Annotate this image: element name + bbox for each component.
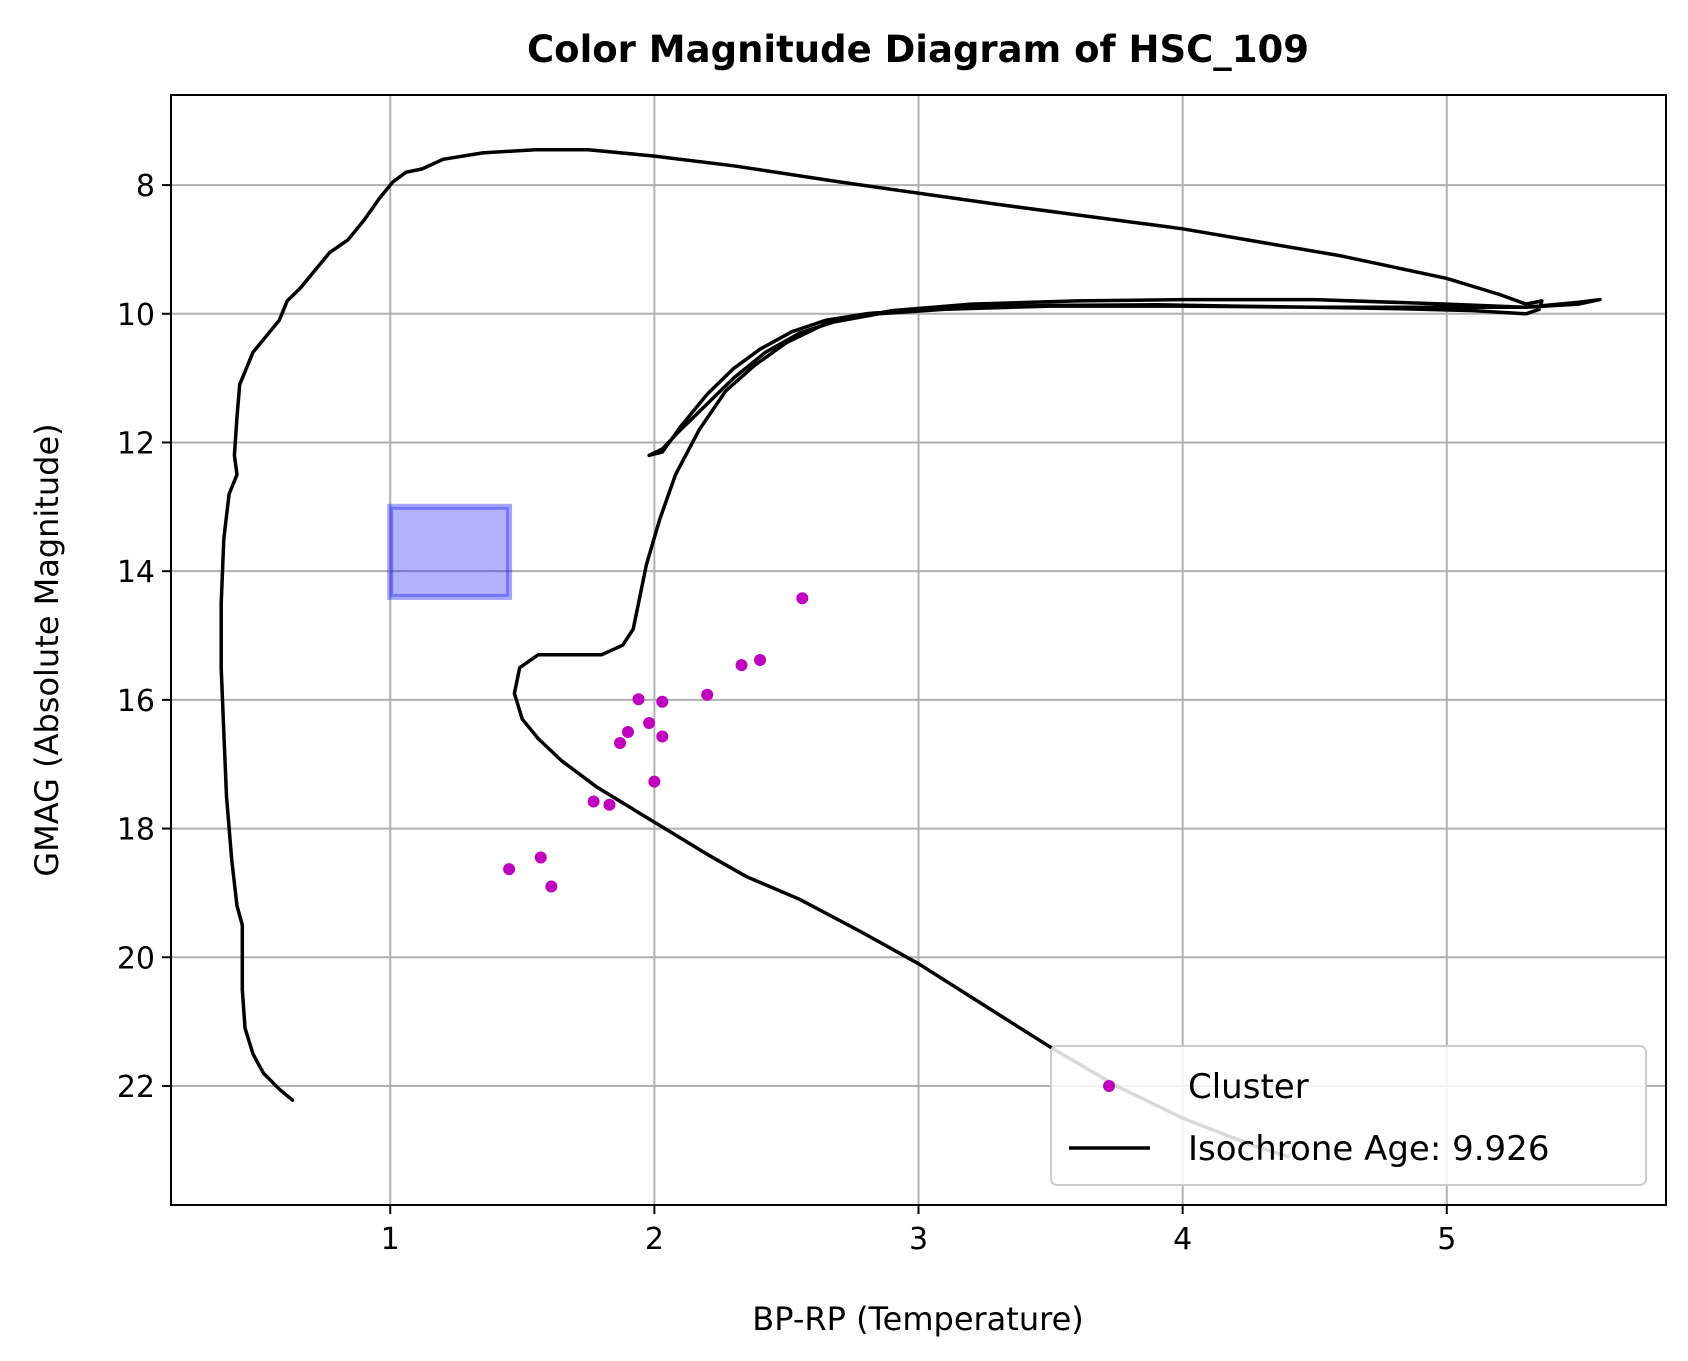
x-tick-label: 1 [381,1222,400,1257]
y-tick-label: 22 [117,1070,155,1105]
x-axis-label: BP-RP (Temperature) [752,1300,1083,1338]
y-axis-label: GMAG (Absolute Magnitude) [28,423,66,876]
cluster-point [621,726,634,739]
y-tick-label: 18 [117,813,155,848]
cluster-point [796,592,809,605]
grid-lines [171,95,1666,1205]
cluster-point [643,717,656,730]
isochrone-line [219,147,1602,1159]
x-tick-label: 3 [909,1222,928,1257]
cluster-point [735,659,748,672]
cluster-point [648,775,661,788]
cluster-point [614,736,627,749]
cluster-point [656,730,669,743]
legend: Cluster Isochrone Age: 9.926 [1050,1045,1647,1186]
cluster-point [701,688,714,701]
cluster-point [545,880,558,893]
y-tick-label: 14 [117,555,155,590]
x-tick-label: 2 [645,1222,664,1257]
cluster-point [603,798,616,811]
x-tick-label: 5 [1437,1222,1456,1257]
cluster-point [587,795,600,808]
y-tick-label: 10 [117,298,155,333]
legend-cluster-marker [1103,1080,1115,1092]
legend-box [1050,1045,1647,1186]
legend-cluster-label: Cluster [1188,1067,1309,1107]
y-tick-label: 20 [117,941,155,976]
highlight-region [387,503,513,600]
x-tick-label: 4 [1173,1222,1192,1257]
y-tick-label: 12 [117,426,155,461]
legend-isochrone-label: Isochrone Age: 9.926 [1188,1129,1549,1169]
cluster-point [503,863,516,876]
cluster-point [632,693,645,706]
cluster-point [656,695,669,708]
y-tick-label: 8 [136,169,155,204]
chart-title: Color Magnitude Diagram of HSC_109 [527,28,1309,71]
plot-content [219,147,1602,1159]
cluster-point [754,653,767,666]
y-tick-label: 16 [117,684,155,719]
cluster-point [534,851,547,864]
